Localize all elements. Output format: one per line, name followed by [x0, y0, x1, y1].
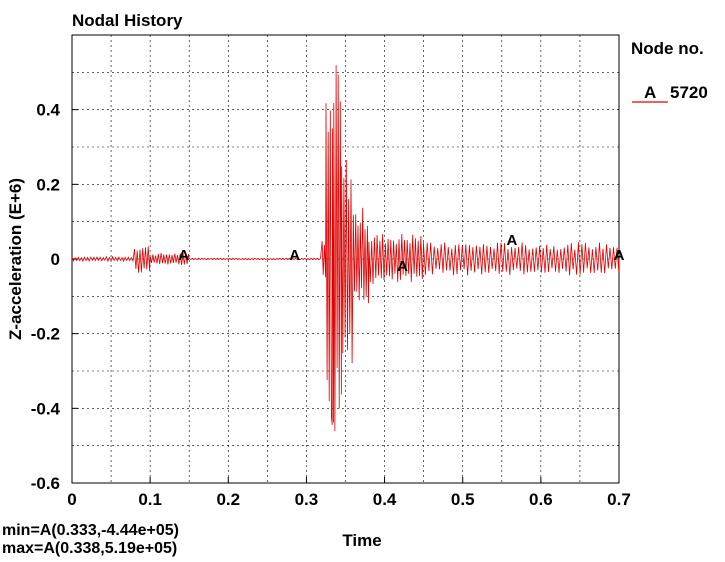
x-tick-label: 0.2 [216, 490, 240, 509]
x-tick-label: 0.1 [138, 490, 162, 509]
x-axis-ticks: 0 0.1 0.2 0.3 0.4 0.5 0.6 0.7 [67, 477, 631, 509]
y-axis-label: Z-acceleration (E+6) [6, 178, 25, 340]
min-annotation: min=A(0.333,-4.44e+05) [2, 522, 179, 539]
y-tick-label: -0.4 [31, 399, 61, 418]
y-tick-label: -0.2 [31, 325, 60, 344]
x-tick-label: 0.4 [373, 490, 397, 509]
chart-title: Nodal History [72, 11, 183, 30]
x-tick-label: 0.5 [451, 490, 475, 509]
legend-marker-letter: A [644, 83, 656, 102]
legend-title: Node no. [631, 39, 704, 58]
grid-lines [72, 35, 619, 483]
x-axis-label: Time [342, 531, 381, 550]
series-marker-letter: A [397, 258, 408, 275]
series-line-5720 [71, 65, 620, 432]
series-marker-letter: A [289, 247, 300, 264]
series-markers: A A A A A [178, 232, 624, 275]
y-tick-label: 0 [51, 250, 60, 269]
y-tick-label: 0.4 [36, 101, 60, 120]
x-tick-label: 0.3 [295, 490, 319, 509]
series-marker-letter: A [507, 232, 518, 249]
series-marker-letter: A [614, 247, 625, 264]
legend-entry-label: 5720 [670, 83, 708, 102]
max-annotation: max=A(0.338,5.19e+05) [2, 540, 177, 557]
x-tick-label: 0.6 [529, 490, 553, 509]
x-tick-label: 0 [67, 490, 76, 509]
series-marker-letter: A [178, 247, 189, 264]
y-tick-label: 0.2 [36, 175, 60, 194]
y-axis-ticks: -0.6 -0.4 -0.2 0 0.2 0.4 [31, 101, 78, 493]
x-tick-label: 0.7 [607, 490, 631, 509]
y-tick-label: -0.6 [31, 474, 60, 493]
